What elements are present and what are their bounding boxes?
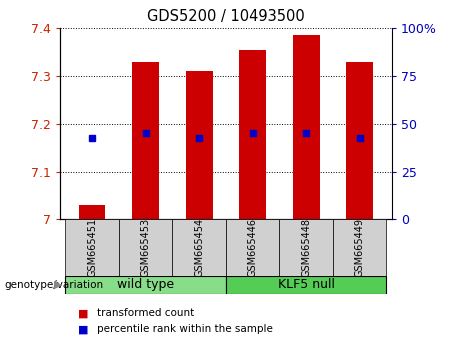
Bar xyxy=(172,219,226,276)
Text: percentile rank within the sample: percentile rank within the sample xyxy=(97,324,273,334)
Text: transformed count: transformed count xyxy=(97,308,194,318)
Bar xyxy=(79,205,106,219)
Bar xyxy=(333,219,386,276)
Bar xyxy=(239,50,266,219)
Text: ▶: ▶ xyxy=(54,280,62,290)
Text: ■: ■ xyxy=(78,308,89,318)
Text: GSM665448: GSM665448 xyxy=(301,218,311,277)
Bar xyxy=(226,219,279,276)
Text: GSM665454: GSM665454 xyxy=(194,218,204,278)
Text: GSM665453: GSM665453 xyxy=(141,218,151,278)
Text: GSM665451: GSM665451 xyxy=(87,218,97,278)
Text: genotype/variation: genotype/variation xyxy=(5,280,104,290)
Bar xyxy=(132,62,159,219)
Bar xyxy=(279,219,333,276)
Bar xyxy=(226,276,386,294)
Text: wild type: wild type xyxy=(117,279,174,291)
Bar xyxy=(346,62,373,219)
Bar xyxy=(119,219,172,276)
Bar xyxy=(65,276,226,294)
Bar xyxy=(186,72,213,219)
Text: GSM665449: GSM665449 xyxy=(355,218,365,277)
Bar xyxy=(293,35,319,219)
Text: GSM665446: GSM665446 xyxy=(248,218,258,277)
Bar xyxy=(65,219,119,276)
Title: GDS5200 / 10493500: GDS5200 / 10493500 xyxy=(147,9,305,24)
Text: KLF5 null: KLF5 null xyxy=(278,279,335,291)
Text: ■: ■ xyxy=(78,324,89,334)
